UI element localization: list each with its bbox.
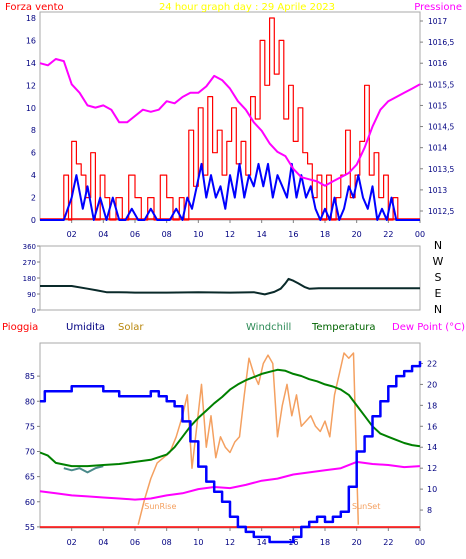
wind-x-tick-label: 06 [130,230,140,239]
direction-compass-label: S [435,271,442,284]
wind-panel-frame [39,11,421,221]
pressure-y-tick-label: 1013 [428,186,447,195]
wind-x-tick-label: 02 [67,230,77,239]
wind-x-tick-label: 22 [383,230,393,239]
pressure-y-tick-label: 1013,5 [428,165,454,174]
wind-y-tick-label: 12 [26,81,36,90]
wind-x-tick-label: 12 [225,230,235,239]
wind-x-tick-label: 00 [415,230,425,239]
legend-pioggia: Pioggia [2,322,38,333]
pressure-y-tick-label: 1017 [428,17,447,26]
legend-solar: Solar [118,322,144,333]
temp-x-tick-label: 06 [130,538,140,547]
chart-title: 24 hour graph day : 29 Aprile 2023 [159,2,335,13]
legend-umidita: Umidita [66,322,105,333]
temp-y-tick-label: 20 [427,380,437,389]
temp-x-tick-label: 22 [383,538,393,547]
temp-x-tick-label: 18 [320,538,330,547]
temp-x-tick-label: 20 [352,538,362,547]
wind-axis-label: Forza vento [5,2,64,13]
temp-x-tick-label: 08 [162,538,172,547]
humidity-y-tick-label: 80 [25,397,35,406]
wind-y-tick-label: 4 [31,171,36,180]
direction-y-tick-label: 90 [27,291,36,299]
temperature-series-line [39,368,421,468]
direction-y-tick-label: 0 [32,307,36,315]
temp-x-tick-label: 12 [225,538,235,547]
wind-x-tick-label: 08 [162,230,172,239]
pressure-series-line [39,58,421,187]
wind-y-tick-label: 16 [26,36,36,45]
pressure-y-tick-label: 1015,5 [428,80,454,89]
wind-y-tick-label: 18 [26,14,36,23]
humidity-series-line [40,361,422,544]
direction-panel-frame [39,245,421,311]
legend-dew-point-c: Dew Point (°C) [392,322,465,333]
wind-x-tick-label: 14 [257,230,267,239]
direction-y-tick-label: 180 [23,275,36,283]
wind-y-tick-label: 0 [31,216,36,225]
direction-compass-label: N [434,303,442,316]
gust-series-line [40,17,420,221]
humidity-y-tick-label: 70 [25,448,35,457]
sunset-label: SunSet [352,502,380,511]
wind-y-tick-label: 10 [26,104,36,113]
wind-x-tick-label: 20 [352,230,362,239]
temp-panel-frame [39,342,421,529]
humidity-y-tick-label: 85 [25,372,35,381]
pressure-y-tick-label: 1014 [428,144,447,153]
pressure-y-tick-label: 1014,5 [428,123,454,132]
pressure-y-tick-label: 1012,5 [428,207,454,216]
direction-compass-label: N [434,239,442,252]
temp-y-tick-label: 18 [427,401,437,410]
wind-x-tick-label: 10 [193,230,203,239]
wind-y-tick-label: 14 [26,59,36,68]
temp-y-tick-label: 14 [427,443,437,452]
humidity-y-tick-label: 60 [25,498,35,507]
wind-x-tick-label: 16 [288,230,298,239]
wind-y-tick-label: 8 [31,126,36,135]
direction-series-line [40,277,420,296]
direction-compass-label: W [433,255,444,268]
humidity-y-tick-label: 75 [25,422,35,431]
temp-x-tick-label: 14 [257,538,267,547]
pressure-y-tick-label: 1015 [428,101,447,110]
humidity-y-tick-label: 55 [25,523,35,532]
sunrise-label: SunRise [144,502,176,511]
windchill-series-line [63,465,104,474]
wind-x-tick-label: 04 [98,230,108,239]
legend-temperatura: Temperatura [311,322,376,333]
temp-y-tick-label: 12 [427,464,437,473]
pressure-y-tick-label: 1016 [428,59,447,68]
humidity-y-tick-label: 65 [25,473,35,482]
wind-series-line [40,162,420,221]
legend-windchill: Windchill [246,322,291,333]
pressure-axis-label: Pressione [414,2,462,13]
temp-x-tick-label: 04 [98,538,108,547]
temp-x-tick-label: 00 [415,538,425,547]
temp-y-tick-label: 10 [427,485,437,494]
pressure-y-tick-label: 1016,5 [428,38,454,47]
temp-y-tick-label: 8 [427,506,432,515]
direction-compass-label: E [435,287,442,300]
wind-y-tick-label: 2 [31,194,36,203]
temp-x-tick-label: 02 [67,538,77,547]
wind-y-tick-label: 6 [31,149,36,158]
temp-y-tick-label: 22 [427,359,437,368]
solar-series-line [137,352,360,525]
temp-y-tick-label: 16 [427,422,437,431]
temp-x-tick-label: 10 [193,538,203,547]
direction-y-tick-label: 360 [23,243,36,251]
direction-y-tick-label: 270 [23,259,36,267]
wind-x-tick-label: 18 [320,230,330,239]
